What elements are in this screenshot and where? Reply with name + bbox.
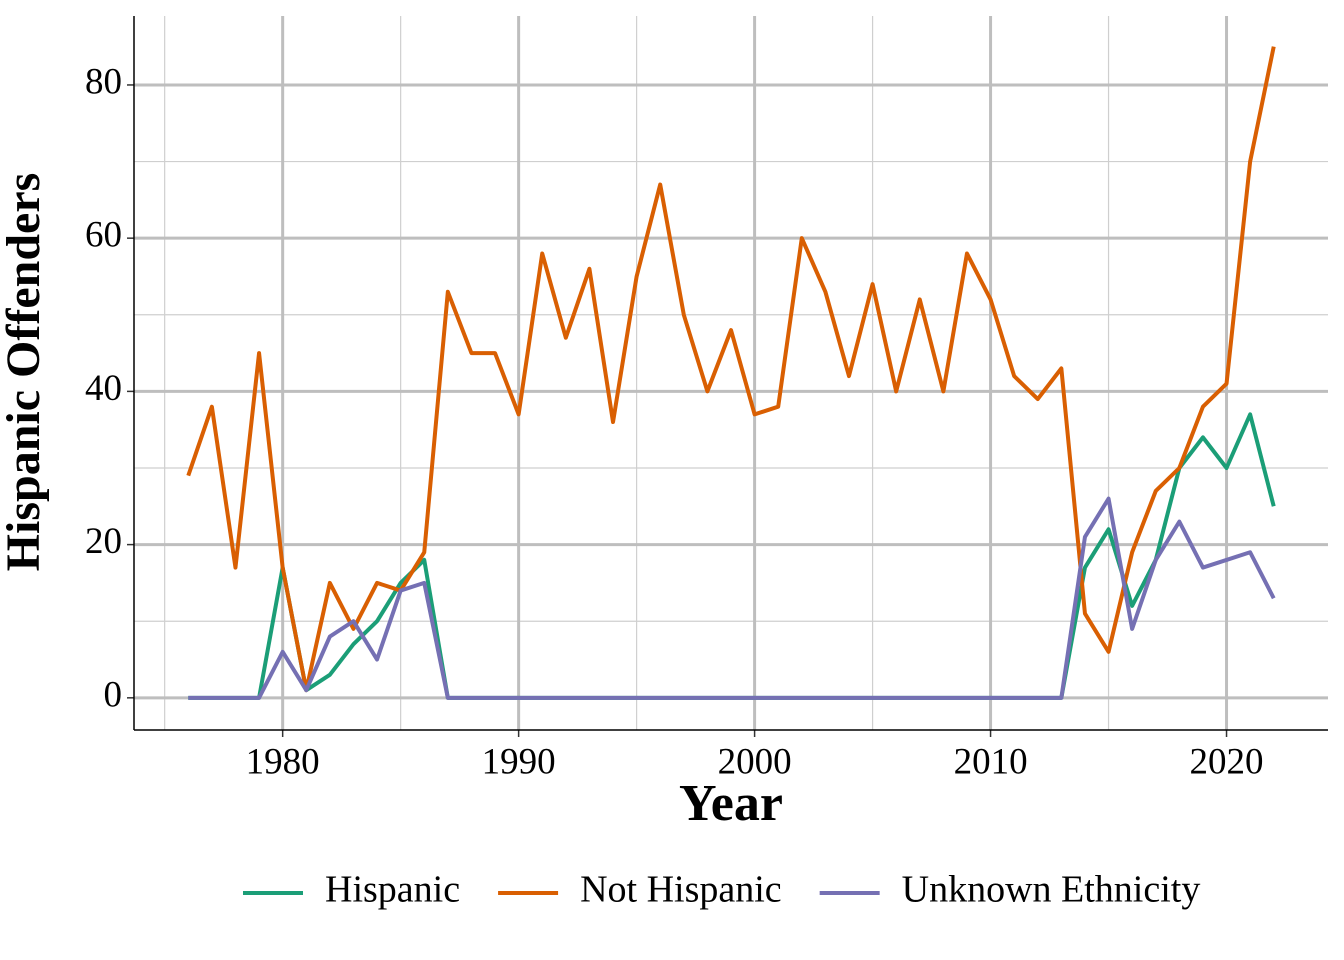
series-line [186,46,1276,693]
y-tick-label: 40 [85,368,122,409]
y-tick-label: 60 [85,215,122,256]
legend-label: Hispanic [325,869,460,911]
x-tick-label: 1990 [482,741,556,782]
legend-label: Not Hispanic [580,869,782,911]
y-tick-label: 80 [85,61,122,102]
series-line [188,412,1276,700]
legend-label: Unknown Ethnicity [902,869,1201,911]
x-tick-label: 2020 [1190,741,1264,782]
y-tick-label: 20 [85,521,122,562]
y-tick-label: 0 [104,674,123,715]
y-axis-title: Hispanic Offenders [0,173,50,572]
x-tick-label: 1980 [246,741,320,782]
x-axis-title: Year [679,775,783,832]
x-tick-label: 2000 [718,741,792,782]
series-line [188,496,1276,700]
x-tick-label: 2010 [954,741,1028,782]
